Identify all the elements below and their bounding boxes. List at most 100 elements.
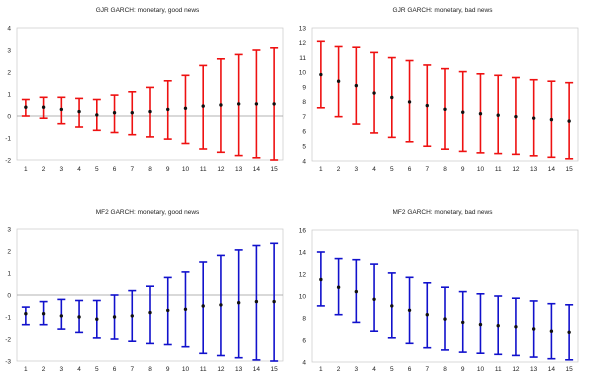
- data-point: [319, 277, 323, 282]
- data-point: [372, 91, 376, 95]
- y-tick-label: 12: [299, 271, 307, 278]
- x-tick-label: 9: [166, 366, 170, 373]
- x-tick-label: 7: [425, 166, 429, 173]
- chart-title: MF2 GARCH: monetary, good news: [96, 209, 200, 216]
- y-tick-label: 10: [299, 70, 307, 77]
- x-tick-label: 5: [95, 366, 99, 373]
- x-tick-label: 11: [200, 166, 207, 173]
- chart-mf2-bad: MF2 GARCH: monetary, bad news46810121416…: [299, 209, 579, 373]
- data-point: [443, 317, 447, 321]
- data-point: [183, 106, 188, 111]
- data-point: [514, 114, 518, 119]
- x-tick-label: 12: [217, 366, 225, 373]
- y-tick-label: -2: [5, 336, 11, 343]
- x-tick-label: 1: [319, 366, 323, 373]
- x-tick-label: 14: [548, 166, 556, 173]
- data-point: [372, 297, 376, 301]
- x-tick-label: 4: [372, 366, 376, 373]
- data-point: [390, 95, 394, 100]
- x-tick-label: 2: [337, 166, 341, 173]
- x-tick-label: 12: [512, 366, 520, 373]
- y-tick-label: 4: [302, 359, 306, 366]
- data-point: [24, 105, 28, 109]
- data-point: [130, 314, 134, 318]
- data-point: [319, 72, 323, 77]
- y-tick-label: -1: [5, 135, 11, 142]
- x-tick-label: 6: [408, 366, 412, 373]
- x-tick-label: 6: [113, 166, 117, 173]
- x-tick-label: 11: [495, 166, 502, 173]
- x-tick-label: 3: [355, 366, 359, 373]
- data-point: [407, 100, 412, 104]
- data-point: [478, 112, 483, 116]
- data-point: [567, 119, 571, 123]
- x-tick-label: 2: [337, 366, 341, 373]
- data-point: [254, 299, 259, 304]
- data-point: [272, 102, 276, 106]
- y-tick-label: -1: [5, 314, 11, 321]
- data-point: [59, 314, 64, 318]
- x-tick-label: 12: [512, 166, 520, 173]
- data-point: [166, 308, 170, 313]
- data-point: [390, 304, 394, 308]
- data-point: [478, 322, 483, 327]
- y-tick-label: 10: [299, 293, 307, 300]
- data-point: [461, 110, 465, 114]
- data-point: [183, 307, 188, 311]
- data-point: [531, 116, 536, 120]
- x-tick-label: 13: [235, 166, 243, 173]
- x-tick-label: 8: [443, 166, 447, 173]
- error-bar: [21, 306, 30, 326]
- x-tick-label: 4: [372, 166, 376, 173]
- data-point: [549, 329, 554, 333]
- data-point: [354, 289, 359, 294]
- x-tick-label: 10: [182, 366, 190, 373]
- panel-mf2-good: MF2 GARCH: monetary, good news -3 -2 -1 0 1 2 3…: [0, 186, 295, 373]
- x-tick-label: 8: [148, 166, 152, 173]
- y-tick-label: 7: [302, 114, 306, 121]
- x-tick-label: 10: [182, 166, 190, 173]
- data-point: [549, 117, 554, 122]
- x-tick-label: 5: [95, 166, 99, 173]
- x-tick-label: 14: [548, 366, 556, 373]
- data-point: [41, 105, 46, 109]
- data-point: [336, 79, 341, 83]
- panel-gjr-good: GJR GARCH: monetary, good news -2 -1 0 1 2 3 4 1…: [0, 0, 295, 186]
- data-point: [443, 107, 447, 111]
- data-point: [531, 327, 536, 331]
- chart-title: MF2 GARCH: monetary, bad news: [393, 209, 494, 216]
- x-tick-label: 14: [253, 166, 261, 173]
- data-point: [236, 301, 241, 305]
- x-tick-label: 7: [130, 166, 134, 173]
- data-point: [496, 113, 500, 117]
- x-tick-label: 15: [566, 366, 574, 373]
- x-tick-label: 12: [217, 166, 225, 173]
- y-tick-label: 9: [302, 84, 306, 91]
- x-tick-label: 5: [390, 166, 394, 173]
- data-point: [201, 104, 205, 108]
- data-point: [77, 315, 81, 319]
- y-tick-label: 11: [299, 55, 306, 62]
- data-point: [496, 324, 500, 328]
- data-point: [425, 103, 429, 108]
- panel-gjr-bad: GJR GARCH: monetary, bad news 4 5 6 7 8 9 10 11 1…: [295, 0, 590, 186]
- chart-gjr-good: GJR GARCH: monetary, good news-2-1012341…: [5, 7, 284, 173]
- data-point: [236, 102, 241, 106]
- data-point: [514, 325, 518, 329]
- chart-mf2-good: MF2 GARCH: monetary, good news-3-2-10123…: [5, 209, 284, 373]
- y-tick-label: 3: [7, 47, 11, 54]
- x-tick-label: 11: [200, 366, 207, 373]
- data-point: [567, 330, 571, 334]
- x-tick-label: 10: [477, 166, 485, 173]
- data-point: [219, 303, 223, 307]
- x-tick-label: 9: [461, 366, 465, 373]
- data-point: [148, 310, 152, 315]
- x-tick-label: 7: [425, 366, 429, 373]
- chart-gjr-bad: GJR GARCH: monetary, bad news45678910111…: [299, 7, 579, 173]
- data-point: [201, 304, 205, 308]
- y-tick-label: 5: [302, 144, 306, 151]
- data-point: [95, 317, 99, 321]
- x-tick-label: 1: [24, 166, 28, 173]
- error-bar: [146, 285, 154, 345]
- x-tick-label: 13: [530, 166, 538, 173]
